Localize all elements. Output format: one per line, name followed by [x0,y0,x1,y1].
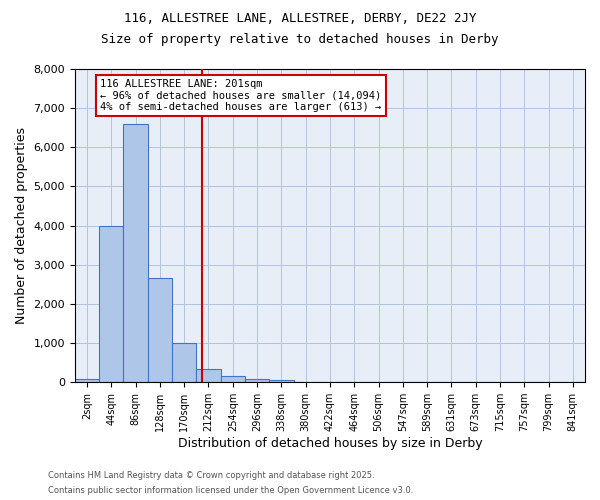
Bar [269,380,293,382]
Bar [196,368,221,382]
Bar [172,343,196,382]
Text: Contains public sector information licensed under the Open Government Licence v3: Contains public sector information licen… [48,486,413,495]
Bar [124,124,148,382]
Bar [75,380,99,382]
Text: Contains HM Land Registry data © Crown copyright and database right 2025.: Contains HM Land Registry data © Crown c… [48,471,374,480]
X-axis label: Distribution of detached houses by size in Derby: Distribution of detached houses by size … [178,437,482,450]
Bar [221,376,245,382]
Bar [148,278,172,382]
Bar [99,226,124,382]
Bar [245,380,269,382]
Text: 116 ALLESTREE LANE: 201sqm
← 96% of detached houses are smaller (14,094)
4% of s: 116 ALLESTREE LANE: 201sqm ← 96% of deta… [100,79,382,112]
Text: 116, ALLESTREE LANE, ALLESTREE, DERBY, DE22 2JY: 116, ALLESTREE LANE, ALLESTREE, DERBY, D… [124,12,476,26]
Y-axis label: Number of detached properties: Number of detached properties [15,127,28,324]
Text: Size of property relative to detached houses in Derby: Size of property relative to detached ho… [101,32,499,46]
